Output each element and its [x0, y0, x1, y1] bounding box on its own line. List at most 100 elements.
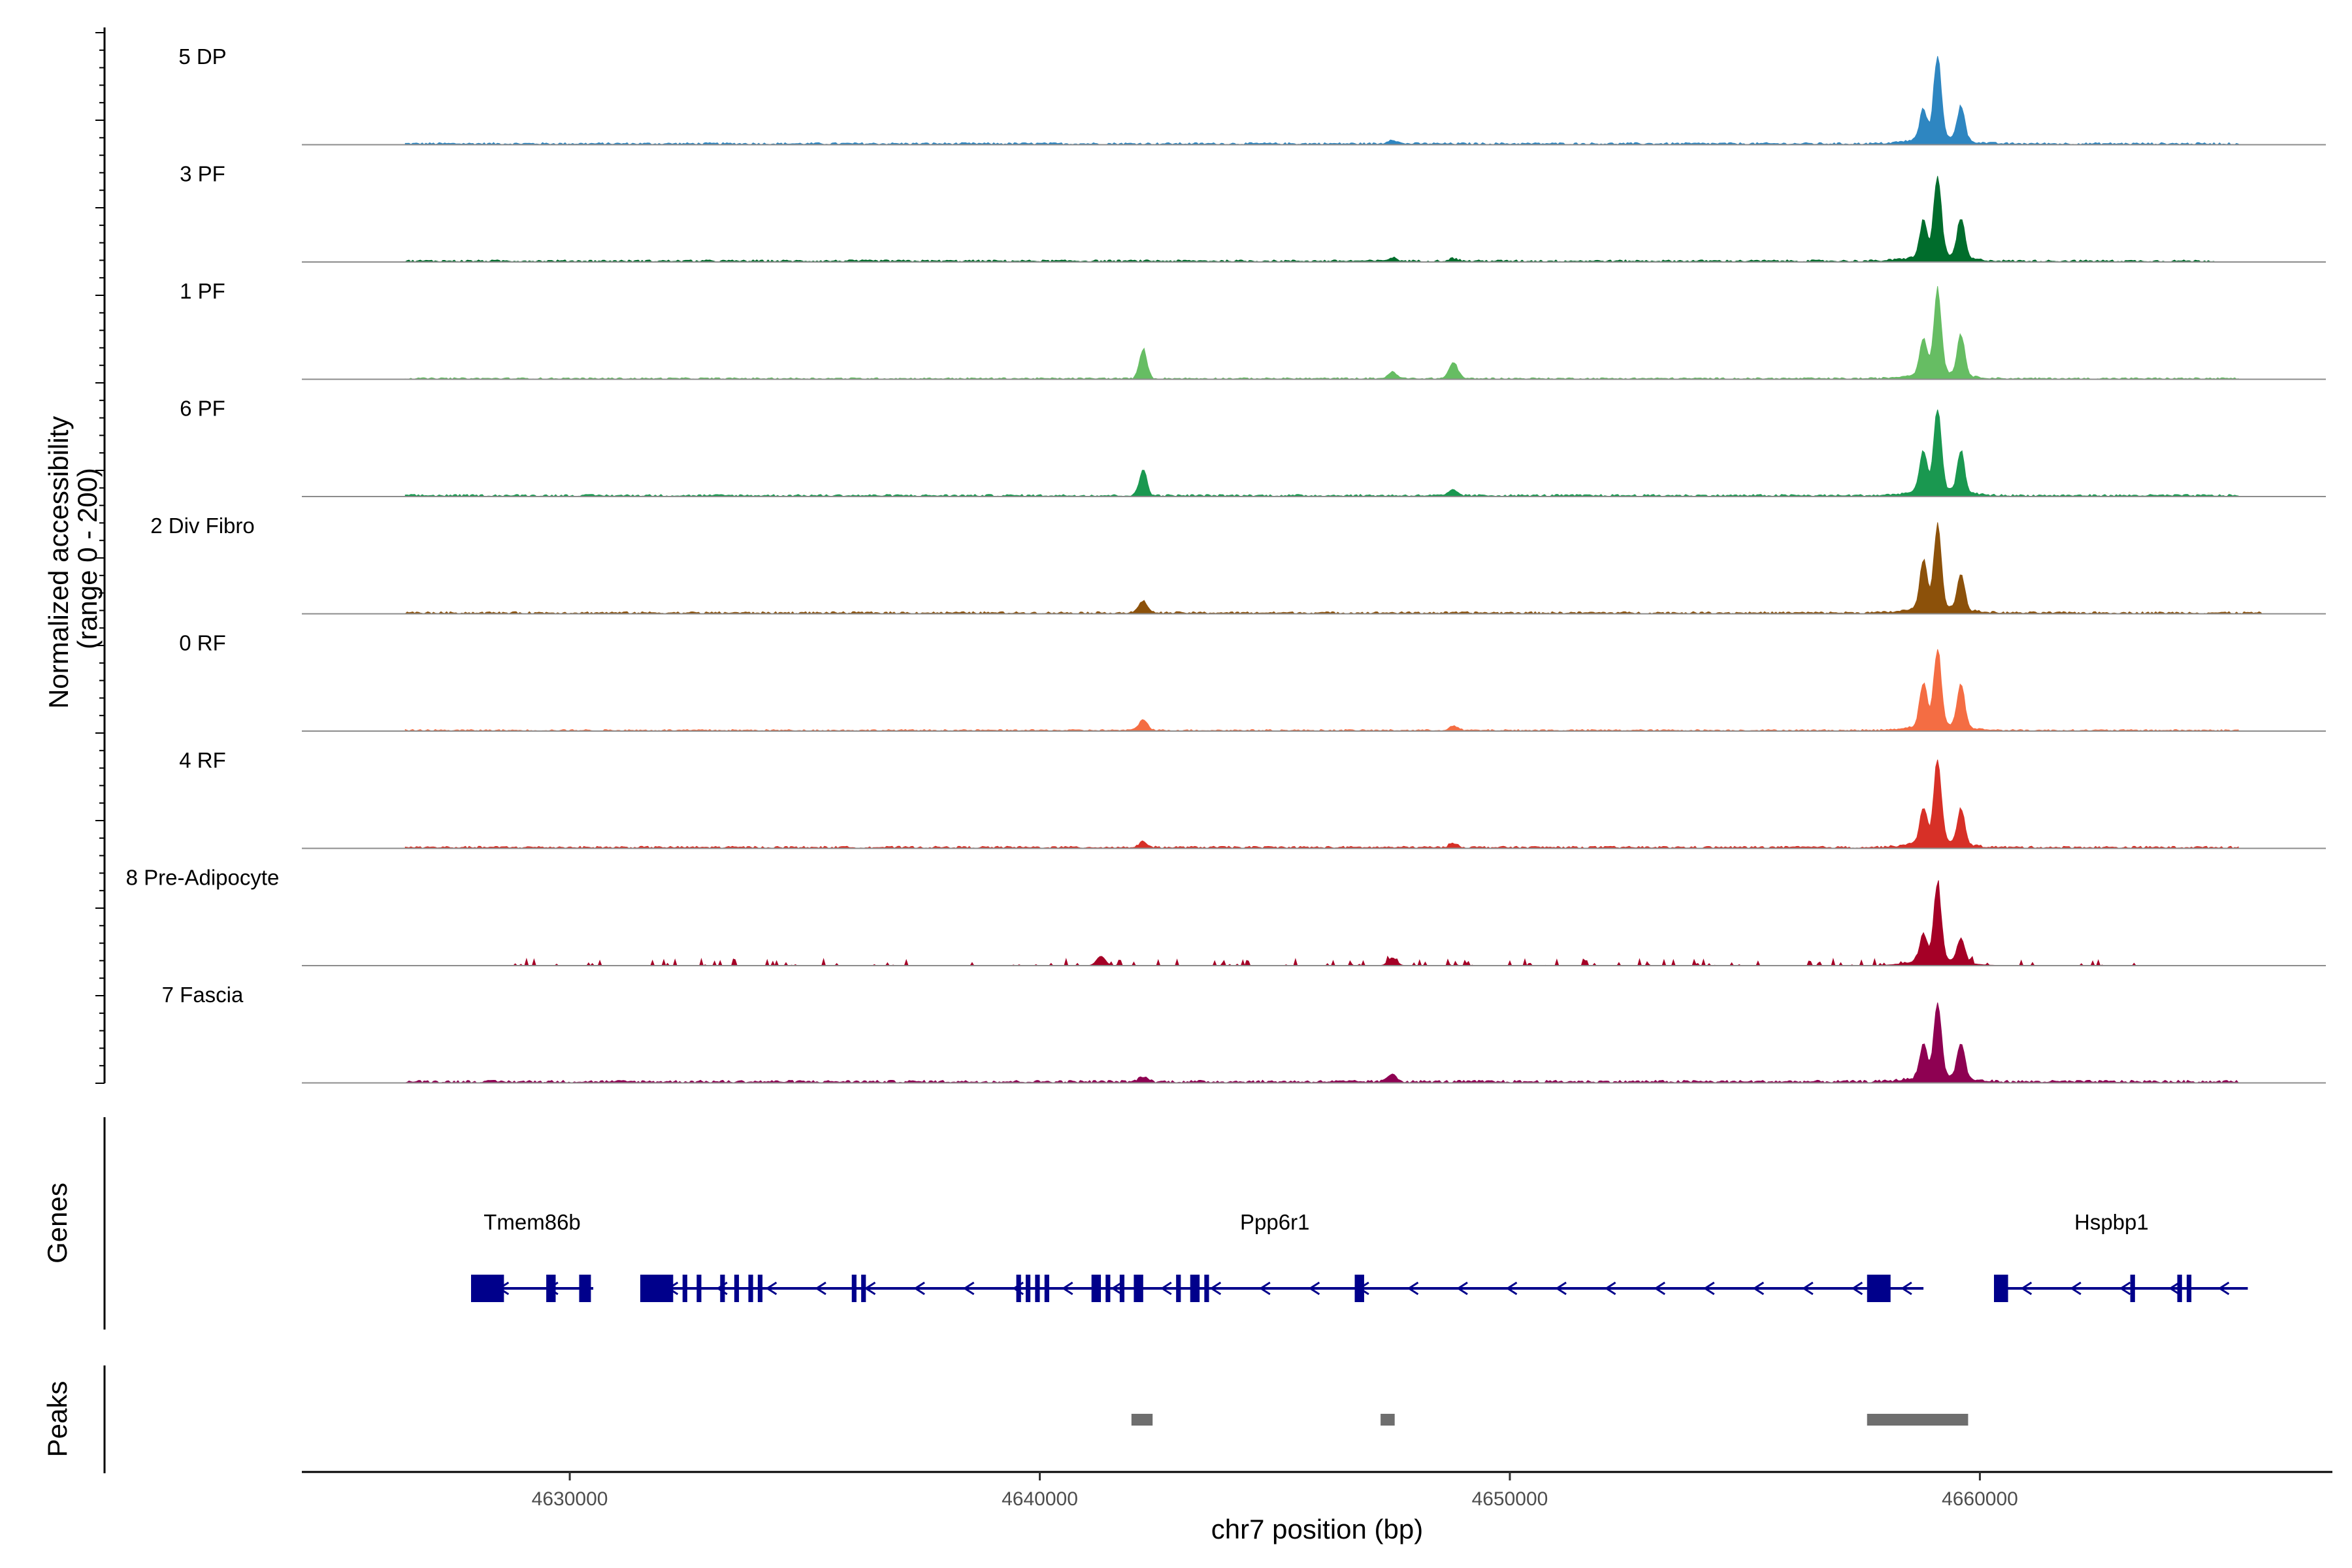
exon [682, 1275, 687, 1302]
called-peak [1380, 1414, 1395, 1426]
gene-label: Hspbp1 [2074, 1210, 2149, 1234]
exon [1354, 1275, 1364, 1302]
exon [1105, 1275, 1111, 1302]
strand-chevron [1901, 1281, 1912, 1296]
strand-chevron [1259, 1281, 1271, 1296]
gene-Hspbp1: Hspbp1 [1994, 1210, 2248, 1302]
exon [1867, 1275, 1891, 1302]
strand-chevron [1802, 1281, 1814, 1296]
exon [471, 1275, 504, 1302]
gene-label: Ppp6r1 [1240, 1210, 1309, 1234]
strand-chevron [1160, 1281, 1172, 1296]
strand-chevron [1456, 1281, 1468, 1296]
exon [1119, 1275, 1125, 1302]
exon [1091, 1275, 1102, 1302]
exon [1016, 1275, 1021, 1302]
track-0: 5 DP [178, 44, 2326, 146]
strand-chevron [1703, 1281, 1715, 1296]
track-6: 4 RF [179, 748, 2326, 849]
exon [546, 1275, 556, 1302]
strand-chevron [1407, 1281, 1419, 1296]
strand-chevron [864, 1281, 876, 1296]
strand-chevron [2119, 1281, 2131, 1296]
genes-track-label: Genes [42, 1183, 73, 1264]
strand-chevron [1654, 1281, 1666, 1296]
strand-chevron [1604, 1281, 1616, 1296]
exon [757, 1275, 763, 1302]
exon [1025, 1275, 1031, 1302]
exon [696, 1275, 702, 1302]
strand-chevron [1308, 1281, 1320, 1296]
called-peak [1131, 1414, 1153, 1426]
track-label: 1 PF [180, 279, 225, 303]
coverage-area [404, 522, 2263, 615]
called-peaks-track [1131, 1414, 1968, 1426]
strand-chevron [913, 1281, 925, 1296]
exon [2177, 1275, 2182, 1302]
track-2: 1 PF [180, 279, 2326, 380]
coverage-area [404, 649, 2239, 732]
x-axis-label: chr7 position (bp) [1211, 1514, 1424, 1544]
strand-chevron [1752, 1281, 1765, 1296]
gene-Tmem86b: Tmem86b [471, 1210, 594, 1302]
track-5: 0 RF [179, 631, 2326, 732]
track-label: 0 RF [179, 631, 226, 655]
exon [1176, 1275, 1181, 1302]
exon [734, 1275, 740, 1302]
track-label: 5 DP [178, 44, 226, 69]
track-3: 6 PF [180, 397, 2326, 497]
track-4: 2 Div Fibro [150, 514, 2326, 615]
accessibility-y-ticks [95, 32, 105, 1084]
x-tick-label: 4660000 [1942, 1488, 2018, 1510]
called-peak [1867, 1414, 1968, 1426]
exon [640, 1275, 674, 1302]
track-label: 2 Div Fibro [150, 514, 255, 538]
strand-chevron [765, 1281, 777, 1296]
track-1: 3 PF [180, 162, 2326, 263]
exon [1035, 1275, 1040, 1302]
track-label: 3 PF [180, 162, 225, 186]
gene-label: Tmem86b [483, 1210, 581, 1234]
track-label: 4 RF [179, 748, 226, 772]
strand-chevron [1505, 1281, 1518, 1296]
x-tick-label: 4640000 [1002, 1488, 1078, 1510]
exon [1044, 1275, 1049, 1302]
strand-chevron [2168, 1281, 2180, 1296]
exon [861, 1275, 866, 1302]
exon [748, 1275, 753, 1302]
peaks-track-label: Peaks [42, 1381, 73, 1458]
exon [2186, 1275, 2192, 1302]
strand-chevron [962, 1281, 975, 1296]
x-axis-ticks: 4630000 4640000 4650000 4660000 [532, 1472, 2018, 1510]
exon [1134, 1275, 1143, 1302]
exon [2130, 1275, 2135, 1302]
track-label: 7 Fascia [162, 983, 244, 1007]
y-axis-label: Normalized accessibility (range 0 - 200) [43, 408, 103, 709]
gene-track: Tmem86b Ppp6r1 Hspbp1 [471, 1210, 2248, 1302]
exon [851, 1275, 857, 1302]
track-8: 7 Fascia [162, 983, 2326, 1084]
strand-chevron [815, 1281, 826, 1296]
x-tick-label: 4650000 [1472, 1488, 1548, 1510]
exon [1204, 1275, 1209, 1302]
coverage-tracks: 5 DP 3 PF 1 PF 6 PF 2 Div Fibro 0 RF 4 RF 8 Pre… [126, 44, 2326, 1084]
strand-chevron [2070, 1281, 2082, 1296]
strand-chevron [2217, 1281, 2230, 1296]
exon [1190, 1275, 1200, 1302]
exon [720, 1275, 725, 1302]
track-label: 8 Pre-Adipocyte [126, 866, 280, 890]
strand-chevron [1061, 1281, 1073, 1296]
strand-chevron [1111, 1281, 1123, 1296]
exon [579, 1275, 591, 1302]
exon [1994, 1275, 2008, 1302]
track-7: 8 Pre-Adipocyte [126, 866, 2326, 967]
track-label: 6 PF [180, 397, 225, 421]
strand-chevron [1851, 1281, 1863, 1296]
gene-Ppp6r1: Ppp6r1 [640, 1210, 1924, 1302]
strand-chevron [1209, 1281, 1222, 1296]
x-tick-label: 4630000 [532, 1488, 608, 1510]
strand-chevron [2020, 1281, 2033, 1296]
strand-chevron [1555, 1281, 1567, 1296]
